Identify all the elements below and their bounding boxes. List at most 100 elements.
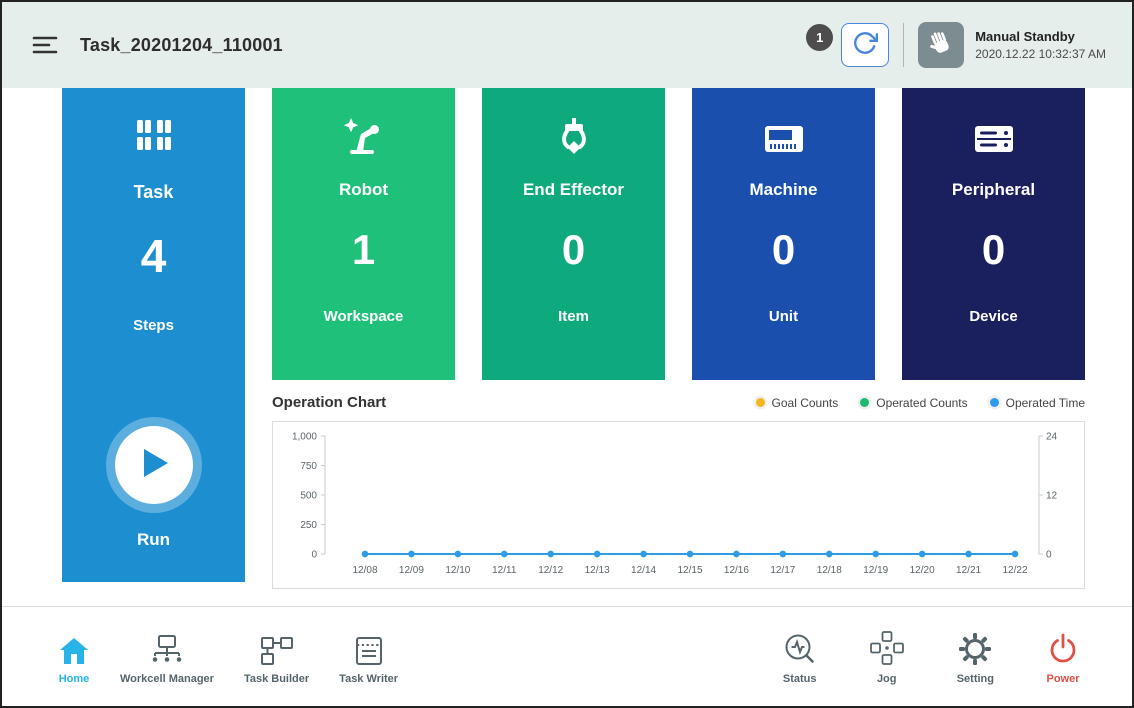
header: Task_20201204_110001 1 (2, 2, 1132, 88)
operation-chart-section: Operation Chart Goal Counts Operated Cou… (272, 394, 1085, 589)
machine-icon (763, 114, 805, 156)
svg-text:12/19: 12/19 (863, 565, 888, 576)
rotate-icon (852, 30, 879, 61)
setting-gear-icon (958, 628, 992, 666)
machine-card[interactable]: Machine 0 Unit (692, 88, 875, 380)
svg-text:12/12: 12/12 (538, 565, 563, 576)
nav-label: Task Writer (339, 673, 399, 685)
card-value: 0 (981, 226, 1006, 273)
nav-label: Power (1046, 673, 1080, 685)
card-label: Machine (749, 180, 818, 199)
svg-text:12/17: 12/17 (770, 565, 795, 576)
robot-card[interactable]: Robot 1 Workspace (272, 88, 455, 380)
card-label: Peripheral (951, 180, 1036, 199)
nav-item-task-builder[interactable]: Task Builder (244, 628, 309, 685)
gripper-icon (556, 114, 592, 156)
card-value: 0 (561, 226, 586, 273)
mode-status: Manual Standby 2020.12.22 10:32:37 AM (975, 28, 1106, 62)
nav-item-task-writer[interactable]: Task Writer (339, 628, 398, 685)
svg-text:750: 750 (300, 461, 317, 472)
nav-group-right: Status Jog (783, 628, 1080, 685)
card-label: Robot (338, 180, 389, 199)
nav-item-workcell-manager[interactable]: Workcell Manager (120, 628, 214, 685)
task-card[interactable]: Task 4 Steps Run (62, 88, 245, 582)
hamburger-menu-icon[interactable] (32, 33, 62, 57)
svg-text:12/18: 12/18 (817, 565, 842, 576)
task-builder-icon (260, 628, 294, 666)
legend-operated-time: Operated Time (989, 395, 1085, 410)
status-icon (783, 628, 817, 666)
operation-chart: 0 250 500 750 1,000 0 12 24 12/08 12/09 12/10 12/11… (272, 421, 1085, 589)
legend-goal-counts: Goal Counts (755, 395, 839, 410)
card-label: End Effector (522, 180, 625, 199)
nav-label: Status (782, 673, 817, 685)
task-sublabel: Steps (133, 317, 174, 334)
chart-title: Operation Chart (272, 394, 387, 411)
svg-text:500: 500 (300, 491, 317, 502)
card-sublabel: Device (969, 308, 1018, 325)
mode-label: Manual Standby (975, 29, 1075, 45)
chart-header: Operation Chart Goal Counts Operated Cou… (272, 394, 1085, 411)
refresh-button[interactable] (841, 23, 890, 67)
svg-text:12/15: 12/15 (677, 565, 702, 576)
legend-label: Goal Counts (771, 395, 839, 410)
notification-badge: 1 (806, 23, 834, 51)
svg-text:12/11: 12/11 (492, 565, 517, 576)
card-value: 0 (771, 226, 796, 273)
svg-text:0: 0 (311, 550, 317, 561)
svg-text:24: 24 (1046, 432, 1058, 443)
operated-time-dot-icon (989, 398, 999, 407)
robot-mode-button[interactable] (918, 22, 965, 68)
goal-counts-dot-icon (755, 398, 765, 407)
server-stack-icon (973, 114, 1015, 156)
card-sublabel: Item (558, 308, 589, 325)
task-grid-icon (135, 118, 173, 156)
nav-item-jog[interactable]: Jog (869, 628, 905, 685)
task-value: 4 (140, 230, 167, 282)
bottom-nav: Home Workcell Manager (2, 606, 1132, 706)
peripheral-card[interactable]: Peripheral 0 Device (902, 88, 1085, 380)
legend-label: Operated Time (1005, 395, 1085, 410)
task-label: Task (133, 182, 174, 202)
legend-label: Operated Counts (876, 395, 968, 410)
workcell-manager-icon (148, 628, 186, 666)
svg-text:12/13: 12/13 (585, 565, 610, 576)
svg-text:12/22: 12/22 (1002, 565, 1027, 576)
nav-label: Jog (876, 673, 897, 685)
run-button[interactable] (114, 426, 193, 504)
nav-label: Setting (956, 673, 994, 685)
header-divider (903, 23, 905, 67)
nav-item-power[interactable]: Power (1046, 628, 1080, 685)
power-icon (1046, 628, 1080, 666)
task-writer-icon (354, 628, 384, 666)
svg-text:12/08: 12/08 (352, 565, 377, 576)
nav-item-home[interactable]: Home (58, 628, 90, 685)
nav-item-status[interactable]: Status (783, 628, 817, 685)
card-value: 1 (351, 226, 376, 273)
chart-legend: Goal Counts Operated Counts Operated Tim… (755, 395, 1085, 410)
run-label: Run (136, 530, 171, 549)
svg-text:1,000: 1,000 (292, 432, 317, 443)
svg-text:0: 0 (1046, 550, 1052, 561)
stat-cards-row: Robot 1 Workspace End Effector 0 Item (272, 88, 1085, 380)
svg-text:12/14: 12/14 (631, 565, 656, 576)
svg-text:12/09: 12/09 (399, 565, 424, 576)
svg-text:250: 250 (300, 520, 317, 531)
jog-icon (869, 628, 905, 666)
nav-label: Task Builder (243, 673, 310, 685)
nav-label: Home (58, 673, 90, 685)
nav-label: Workcell Manager (120, 673, 214, 685)
operated-counts-dot-icon (860, 398, 870, 407)
header-right: 1 (806, 22, 1106, 68)
hand-gesture-icon (926, 28, 956, 63)
robot-arm-icon (342, 114, 386, 156)
nav-group-left: Home Workcell Manager (58, 628, 398, 685)
legend-operated-counts: Operated Counts (860, 395, 968, 410)
svg-text:12/21: 12/21 (956, 565, 981, 576)
home-icon (58, 628, 90, 666)
nav-item-setting[interactable]: Setting (957, 628, 994, 685)
card-sublabel: Unit (768, 308, 799, 325)
end-effector-card[interactable]: End Effector 0 Item (482, 88, 665, 380)
page-title: Task_20201204_110001 (80, 34, 283, 55)
